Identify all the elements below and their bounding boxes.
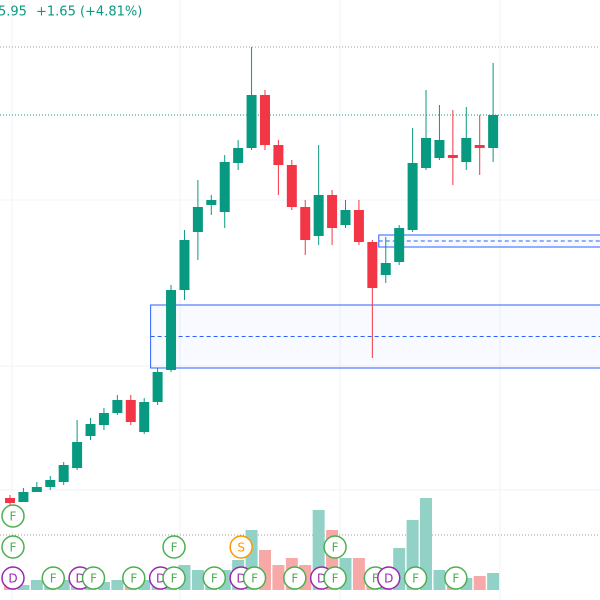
event-marker — [1, 504, 25, 528]
candle-body — [125, 400, 136, 422]
price-lines — [0, 46, 600, 116]
candle-body — [166, 290, 177, 370]
candle-body — [31, 487, 42, 492]
candle-body — [179, 240, 190, 290]
event-marker — [41, 566, 66, 590]
event-marker — [1, 566, 25, 590]
candle-body — [300, 207, 311, 240]
event-label: F — [10, 541, 17, 555]
event-marker — [202, 566, 227, 590]
candle-body — [434, 140, 445, 158]
volume-bar — [111, 580, 124, 590]
event-label: F — [452, 572, 459, 586]
event-label: F — [332, 572, 339, 586]
event-label: F — [211, 572, 218, 586]
candle-body — [407, 163, 418, 230]
event-label: D — [8, 572, 17, 586]
candle-layer — [5, 47, 499, 505]
candle-body — [421, 138, 432, 168]
volume-bar — [272, 565, 285, 590]
candle-body — [286, 165, 297, 207]
event-label: F — [412, 572, 419, 586]
event-marker — [81, 566, 106, 590]
volume-bar — [487, 573, 500, 590]
candle-body — [85, 424, 96, 436]
event-label: D — [317, 572, 326, 586]
event-label: F — [251, 572, 258, 586]
event-marker — [1, 535, 25, 559]
event-label: S — [237, 541, 245, 555]
last-price: 5.95 — [0, 5, 27, 20]
candle-body — [98, 413, 109, 425]
candle-body — [58, 465, 69, 482]
candle-body — [152, 372, 163, 402]
event-marker — [283, 566, 307, 590]
candle-body — [112, 400, 123, 413]
candle-body — [246, 95, 257, 148]
candle-body — [461, 138, 472, 162]
candle-body — [488, 115, 499, 148]
volume-bar — [138, 580, 151, 590]
event-marker — [323, 566, 347, 590]
candle-body — [192, 207, 203, 232]
candle-body — [474, 145, 485, 148]
candle-body — [233, 148, 244, 163]
candle-body — [447, 155, 458, 158]
zone-layer — [150, 234, 600, 369]
volume-bar — [57, 580, 70, 590]
event-label: F — [90, 572, 97, 586]
event-label: F — [372, 572, 379, 586]
candle-body — [259, 95, 270, 145]
candle-body — [45, 480, 56, 487]
event-label: F — [332, 541, 339, 555]
candle-body — [327, 195, 338, 228]
event-label: D — [156, 572, 165, 586]
candle-body — [72, 442, 83, 468]
event-label: F — [10, 510, 17, 524]
candle-body — [367, 242, 378, 288]
volume-bar — [473, 576, 486, 590]
candle-body — [313, 195, 324, 236]
candle-body — [139, 402, 150, 432]
volume-bar — [191, 570, 204, 590]
candle-body — [353, 210, 364, 242]
event-label: F — [291, 572, 298, 586]
candle-body — [273, 145, 284, 165]
event-label: D — [237, 572, 246, 586]
price-change: +1.65 (+4.81%) — [36, 5, 142, 20]
candle-body — [380, 263, 391, 275]
candle-body — [5, 498, 15, 503]
event-label: D — [384, 572, 393, 586]
volume-bar — [30, 580, 43, 590]
candle-body — [219, 162, 230, 212]
event-marker — [403, 566, 428, 590]
volume-bar — [420, 498, 433, 590]
volume-bar — [433, 570, 446, 590]
event-label: F — [50, 572, 57, 586]
candle-body — [18, 492, 29, 502]
event-marker — [162, 566, 186, 590]
candle-body — [206, 200, 217, 205]
volume-bar — [352, 558, 365, 590]
event-marker — [444, 566, 468, 590]
event-label: D — [75, 572, 84, 586]
volume-bar — [97, 582, 110, 590]
event-marker — [162, 535, 186, 559]
event-marker — [377, 566, 401, 590]
event-marker — [122, 566, 146, 590]
candle-body — [340, 210, 351, 225]
event-label: F — [130, 572, 137, 586]
event-label: F — [171, 541, 178, 555]
price-zone — [378, 234, 600, 248]
event-marker — [242, 566, 267, 590]
candle-body — [394, 228, 405, 262]
event-marker — [229, 535, 253, 559]
event-marker — [323, 535, 347, 559]
event-label: F — [171, 572, 178, 586]
volume-bar — [17, 585, 30, 590]
